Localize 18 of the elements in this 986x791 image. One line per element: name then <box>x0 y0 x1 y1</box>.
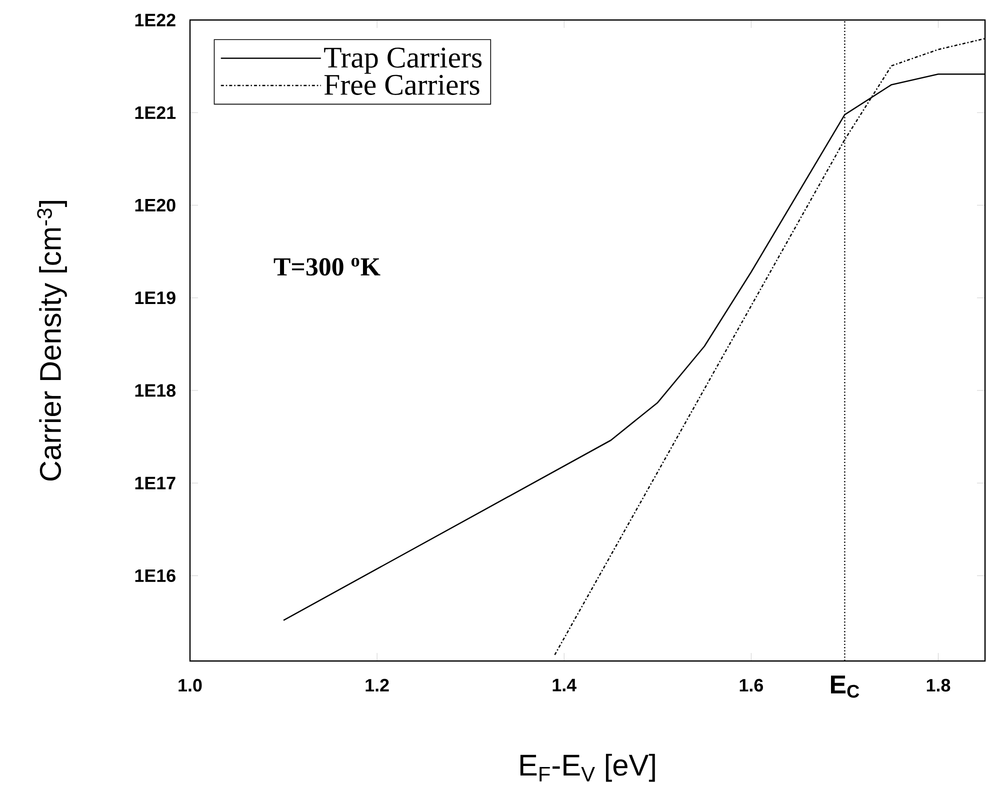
x-tick-label: 1.4 <box>552 678 576 692</box>
y-tick-label: 1E17 <box>135 476 176 490</box>
x-tick-label: 1.6 <box>740 678 763 692</box>
y-tick-label: 1E21 <box>135 106 176 119</box>
x-tick-label: 1.0 <box>178 678 202 692</box>
legend-label: Free Carriers <box>324 74 480 95</box>
legend-label: Trap Carriers <box>324 48 482 74</box>
y-tick-label: 1E19 <box>135 291 176 304</box>
x-axis-title: E$_{F}$-E$_{V}$ [eV] <box>520 754 655 782</box>
y-tick-label: 1E22 <box>135 14 176 26</box>
x-tick-label: 1.2 <box>366 678 389 692</box>
y-tick-label: 1E16 <box>135 569 176 582</box>
ref-line-label: E$_{C}$ <box>831 676 860 698</box>
y-axis-title: Carrier Density [cm$^{-3}$] <box>37 201 67 481</box>
annotation: T=300 $^{o}$K <box>274 258 380 276</box>
y-tick-label: 1E20 <box>135 198 176 212</box>
y-tick-label: 1E18 <box>135 384 176 397</box>
x-tick-label: 1.8 <box>926 678 950 692</box>
